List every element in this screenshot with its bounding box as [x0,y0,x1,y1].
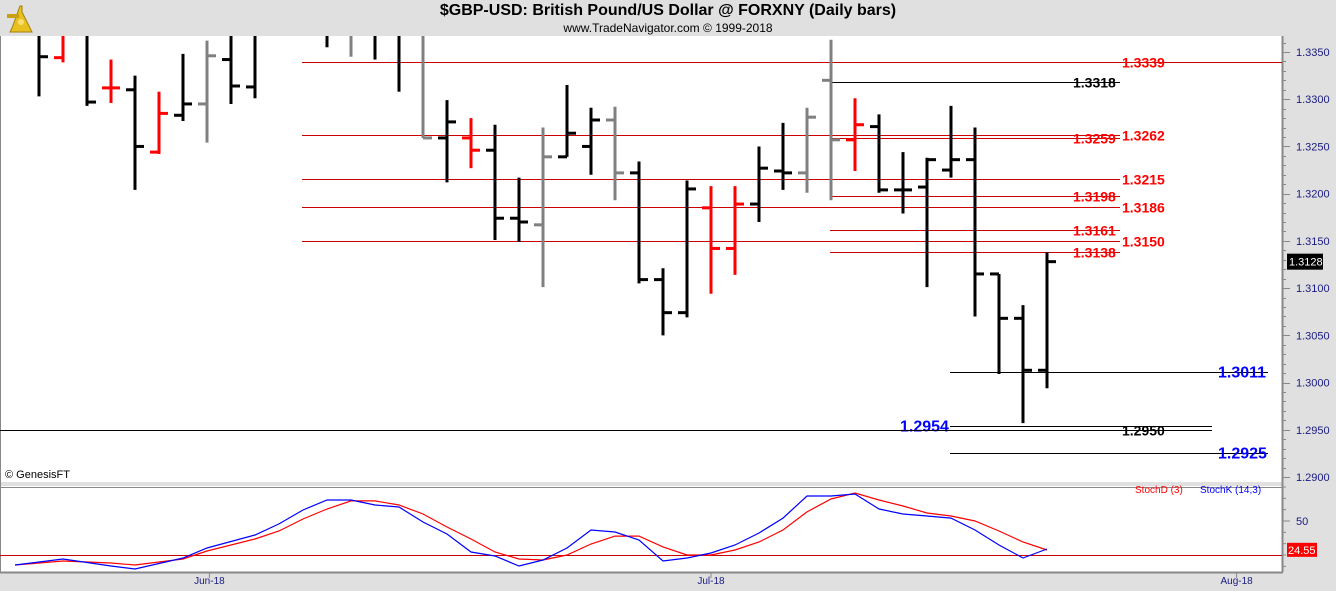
ohlc-bar [822,39,840,201]
ohlc-bar [486,124,504,240]
y-tick-label: 1.3200 [1296,189,1330,201]
legend-stochk: StochK (14,3) [1200,485,1261,496]
ohlc-bar [37,36,48,97]
last-stoch-label: 24.55 [1288,545,1316,557]
level-label: 1.2925 [1218,446,1267,463]
ohlc-bar [54,36,65,63]
ohlc-bar [990,272,1008,375]
ohlc-bar [246,36,257,99]
level-label: 1.3259 [1073,131,1116,147]
x-tick-label: Jul-18 [697,576,725,587]
stoch-y-label: 50 [1296,516,1308,528]
x-tick-label: Aug-18 [1220,576,1253,587]
ohlc-bar [894,152,912,214]
logo-sextant-icon [7,5,33,33]
x-tick-label: Jun-18 [194,576,225,587]
price-panel [0,36,1282,482]
last-stoch-box [1287,542,1317,557]
ohlc-bar [438,100,456,183]
level-label: 1.2954 [900,419,949,436]
level-label: 1.3186 [1122,200,1165,216]
ohlc-bar [654,268,672,336]
legend-stochd: StochD (3) [1135,485,1183,496]
ohlc-bar [750,146,768,222]
ohlc-bar [534,127,552,288]
ohlc-bar [102,59,120,103]
ohlc-bar [421,36,432,140]
ohlc-bar [678,180,696,318]
ohlc-bar [558,85,576,159]
level-label: 1.3011 [1218,365,1266,382]
ohlc-bar [126,75,144,190]
level-label: 1.3262 [1122,128,1165,144]
level-label: 1.3161 [1073,223,1116,239]
ohlc-bar [582,107,600,175]
ohlc-bar [606,106,624,201]
level-label: 1.3138 [1073,245,1116,261]
ohlc-bar [798,107,816,193]
ohlc-bar [174,53,192,121]
ohlc-bar [918,157,936,288]
chart-title: $GBP-USD: British Pound/US Dollar @ FORX… [439,2,897,19]
y-tick-label: 1.3350 [1296,47,1330,59]
level-label: 1.2950 [1122,423,1165,439]
level-label: 1.3339 [1122,55,1165,71]
last-price-box [1287,253,1323,270]
ohlc-bar [150,91,168,154]
ohlc-bar [630,161,648,284]
ohlc-bar [774,122,792,190]
y-tick-label: 1.2900 [1296,472,1330,484]
level-label: 1.3215 [1122,172,1165,188]
last-price-label: 1.3128 [1289,257,1323,269]
ohlc-bar [702,186,720,294]
ohlc-bar [198,40,216,143]
level-label: 1.3150 [1122,234,1165,250]
chart-subtitle: www.TradeNavigator.com © 1999-2018 [563,21,773,35]
ohlc-bar [846,98,864,171]
ohlc-bar [942,105,960,178]
ohlc-bar [1014,305,1032,424]
ohlc-bar [726,186,744,275]
ohlc-bar [85,36,96,106]
y-tick-label: 1.3250 [1296,141,1330,153]
ohlc-bar [1038,252,1056,389]
y-tick-label: 1.2950 [1296,425,1330,437]
y-tick-label: 1.3000 [1296,378,1330,390]
ohlc-bar [966,127,984,317]
copyright-label: © GenesisFT [5,469,70,481]
y-tick-label: 1.3050 [1296,330,1330,342]
ohlc-bar [510,177,528,242]
y-tick-label: 1.3100 [1296,283,1330,295]
stoch-series-stochd [14,492,1048,566]
ohlc-bar [462,118,480,169]
stoch-series-stochk [14,493,1048,570]
y-tick-label: 1.3150 [1296,236,1330,248]
level-label: 1.3198 [1073,189,1116,205]
level-label: 1.3318 [1073,75,1116,91]
ohlc-bar [870,114,888,193]
ohlc-bar [222,36,240,104]
stoch-panel [0,486,1282,572]
y-tick-label: 1.3300 [1296,94,1330,106]
